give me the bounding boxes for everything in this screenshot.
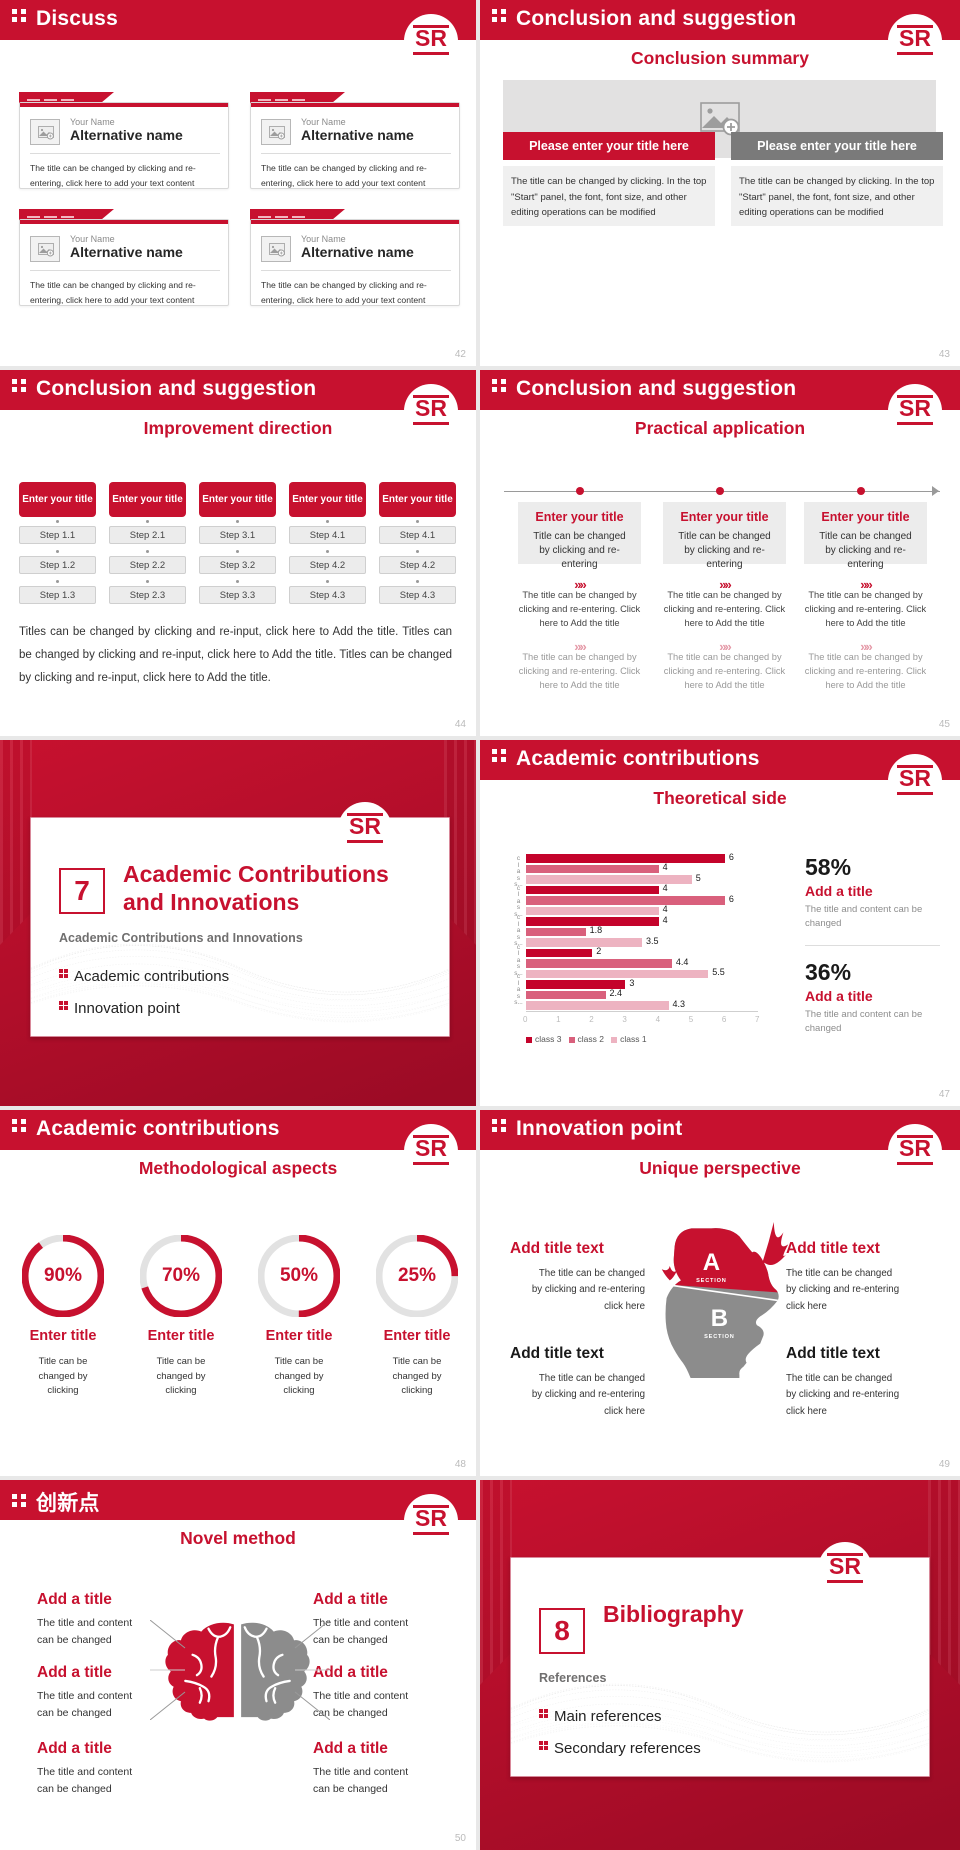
svg-text:A: A (703, 1249, 720, 1276)
svg-text:SECTION: SECTION (696, 1278, 726, 1284)
svg-text:B: B (711, 1305, 728, 1332)
svg-text:SECTION: SECTION (704, 1334, 734, 1340)
